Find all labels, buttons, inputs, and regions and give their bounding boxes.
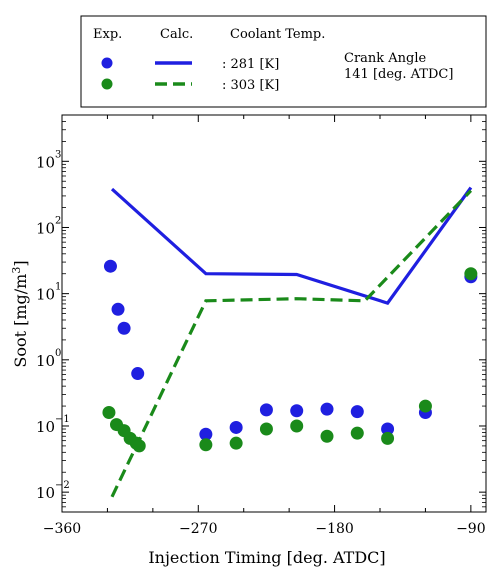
exp-point bbox=[350, 426, 364, 440]
legend-box bbox=[80, 15, 487, 108]
y-tick-label: 10 bbox=[36, 153, 55, 171]
legend-note-line2: 141 [deg. ATDC] bbox=[344, 67, 453, 82]
exp-point bbox=[131, 367, 145, 381]
y-axis-title: Soot [mg/m3] bbox=[10, 260, 30, 367]
legend-exp-marker-303 bbox=[101, 78, 113, 90]
y-tick-label: 10 bbox=[36, 418, 55, 436]
legend-label-303: : 303 [K] bbox=[222, 78, 279, 93]
exp-point bbox=[259, 403, 273, 417]
y-tick-label-exponent: −2 bbox=[55, 480, 70, 491]
y-tick-label-exponent: 1 bbox=[55, 282, 61, 293]
exp-point bbox=[320, 402, 334, 416]
exp-point bbox=[103, 259, 117, 273]
y-tick-label-exponent: 3 bbox=[55, 149, 61, 160]
y-axis-title-sup: 3 bbox=[10, 267, 23, 274]
exp-point bbox=[229, 436, 243, 450]
exp-point bbox=[117, 321, 131, 335]
exp-point bbox=[102, 405, 116, 419]
x-tick-label: −90 bbox=[456, 521, 486, 537]
y-axis-title-close: ] bbox=[11, 260, 30, 266]
exp-point bbox=[320, 429, 334, 443]
y-tick-label: 10 bbox=[36, 286, 55, 304]
exp-point bbox=[259, 422, 273, 436]
legend-exp-marker-281 bbox=[101, 57, 113, 69]
exp-point bbox=[418, 399, 432, 413]
exp-point bbox=[464, 267, 478, 281]
calc-line bbox=[110, 186, 473, 305]
exp-point bbox=[381, 422, 395, 436]
legend-col-temp: Coolant Temp. bbox=[230, 27, 325, 42]
calc-line bbox=[110, 189, 473, 498]
legend-note-line1: Crank Angle bbox=[344, 51, 427, 66]
x-axis-title: Injection Timing [deg. ATDC] bbox=[148, 548, 385, 567]
y-tick-label-exponent: 0 bbox=[55, 348, 61, 359]
x-tick-label: −180 bbox=[315, 521, 353, 537]
legend-col-exp: Exp. bbox=[93, 27, 122, 42]
exp-point bbox=[199, 438, 213, 452]
y-axis-title-main: Soot [mg/m bbox=[11, 274, 30, 368]
exp-point bbox=[111, 302, 125, 316]
exp-point bbox=[290, 404, 304, 418]
exp-point bbox=[350, 405, 364, 419]
exp-point bbox=[132, 439, 146, 453]
exp-point bbox=[290, 419, 304, 433]
y-tick-label: 10 bbox=[36, 484, 55, 502]
exp-point bbox=[381, 431, 395, 445]
plot-frame bbox=[61, 114, 487, 513]
x-tick-label: −270 bbox=[179, 521, 217, 537]
legend-col-calc: Calc. bbox=[160, 27, 193, 42]
y-tick-label: 10 bbox=[36, 352, 55, 370]
exp-point bbox=[199, 427, 213, 441]
x-tick-label: −360 bbox=[43, 521, 81, 537]
y-tick-label-exponent: 2 bbox=[55, 215, 61, 226]
series-layer bbox=[102, 186, 478, 498]
y-tick-label: 10 bbox=[36, 219, 55, 237]
legend-label-281: : 281 [K] bbox=[222, 57, 279, 72]
exp-point bbox=[229, 420, 243, 434]
y-tick-label-exponent: −1 bbox=[55, 414, 70, 425]
